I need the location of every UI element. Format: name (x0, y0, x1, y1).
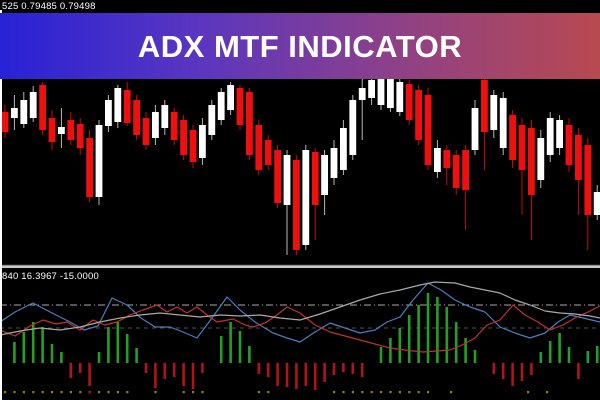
banner-title: ADX MTF INDICATOR (137, 28, 463, 64)
adx-line-blue (0, 282, 600, 343)
indicator-value-label: 840 16.3967 -15.0000 (2, 271, 99, 282)
adx-line-gray (0, 281, 600, 336)
adx-line-red (0, 304, 600, 353)
chart-left-border (0, 10, 2, 400)
promo-banner: ADX MTF INDICATOR (0, 13, 600, 79)
ohlc-quote-label: 525 0.79485 0.79498 (2, 1, 96, 12)
